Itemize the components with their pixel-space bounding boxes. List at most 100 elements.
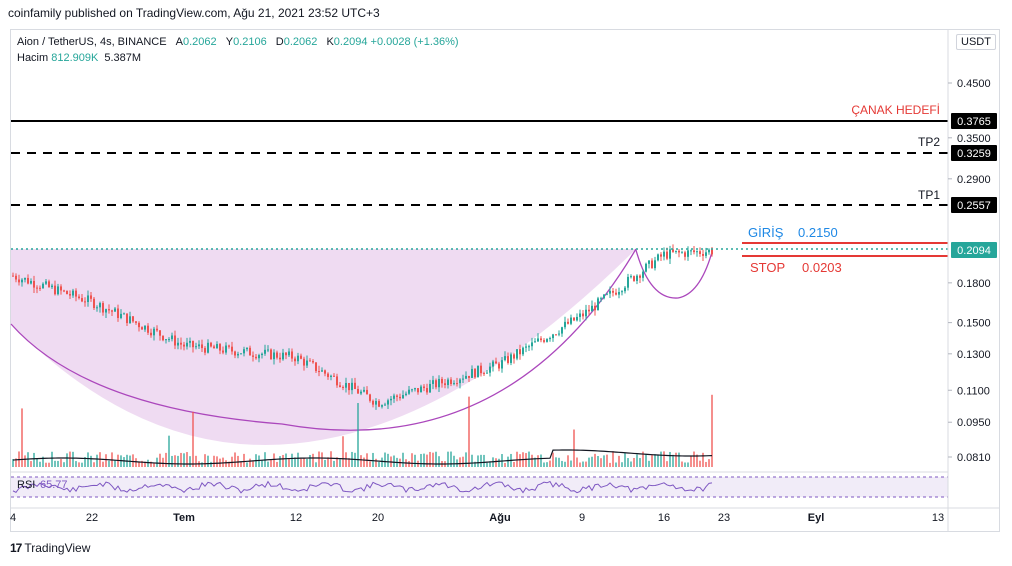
volume-bar [603,455,605,467]
volume-bar [303,458,305,467]
candle-body [543,340,545,342]
volume-bar [123,457,125,467]
volume-bar [705,461,707,467]
volume-bar [606,454,608,467]
volume-bar [600,458,602,467]
volume-bar [201,462,203,467]
volume-bar [627,458,629,467]
high-label: Y [225,36,234,48]
candle-body [483,373,485,375]
stop-label: STOP [750,260,785,275]
candle-body [375,401,377,405]
volume-bar [375,458,377,467]
candle-body [381,405,383,407]
candle-body [171,335,173,340]
time-tick-label: 13 [932,512,944,524]
entry-label: GİRİŞ [748,225,784,240]
candle-body [60,286,62,291]
cup-pattern-curve [10,248,637,431]
candle-body [687,250,689,257]
target-level-label: ÇANAK HEDEFİ [851,103,940,117]
candle-body [252,355,254,357]
candle-body [453,383,455,385]
candle-body [696,251,698,253]
candle-body [516,349,518,359]
volume-bar [24,455,26,467]
candle-body [441,378,443,384]
candle-body [222,350,224,353]
volume-bar [285,453,287,467]
tradingview-logo[interactable]: 17 TradingView [10,541,90,555]
volume-bar [621,462,623,467]
volume-bar [276,461,278,467]
candle-body [462,378,464,380]
volume-bar [300,458,302,467]
candle-body [309,360,311,362]
volume-bar [585,461,587,467]
candle-body [75,290,77,297]
candle-body [225,345,227,353]
candle-body [357,389,359,394]
volume-bar [333,460,335,467]
volume-bar [189,456,191,467]
candle-body [84,301,86,303]
candle-body [669,249,671,259]
volume-bar [426,454,428,467]
volume-bar [435,451,437,467]
candle-body [681,252,683,254]
volume-bar [345,452,347,467]
candle-body [321,370,323,372]
volume-bar [93,462,95,467]
candle-body [504,356,506,361]
volume-bar [624,452,626,467]
open-value: 0.2062 [183,36,217,48]
candle-body [150,332,152,336]
price-tick-label: 0.3500 [957,133,991,145]
candle-body [702,253,704,256]
volume-bar [360,455,362,467]
candle-body [237,353,239,356]
change-value: +0.0028 (+1.36%) [370,36,459,48]
candle-body [144,325,146,330]
volume-bar [192,411,194,467]
volume-bar [636,454,638,467]
volume-bar [222,457,224,467]
candle-body [105,309,107,313]
volume-bar [468,396,470,467]
volume-bar [63,462,65,467]
volume-bar [420,453,422,467]
volume-bar [135,458,137,467]
candle-body [438,378,440,388]
volume-bar [609,462,611,467]
candle-body [519,349,521,355]
candle-body [675,250,677,252]
stop-value: 0.0203 [802,260,842,275]
currency-button[interactable]: USDT [956,34,996,50]
volume-bar [369,461,371,467]
candle-body [576,316,578,321]
candle-body [276,352,278,358]
candle-body [621,291,623,293]
volume-bar [330,451,332,467]
candle-body [249,347,251,356]
volume-bar [150,461,152,467]
volume-bar [663,451,665,467]
volume-bar [183,453,185,467]
candle-body [213,346,215,349]
candle-body [609,290,611,294]
candle-body [600,298,602,300]
candle-body [666,251,668,259]
candle-body [492,361,494,367]
candle-body [393,395,395,399]
volume-bar [423,453,425,467]
volume-ma-line [12,449,713,465]
tp1-price-tag-bg [951,197,997,213]
candle-body [168,339,170,341]
candle-body [51,285,53,288]
candle-body [45,281,47,284]
candle-body [414,388,416,390]
candle-body [96,307,98,309]
open-label: A [175,36,183,48]
volume-bar [165,452,167,467]
